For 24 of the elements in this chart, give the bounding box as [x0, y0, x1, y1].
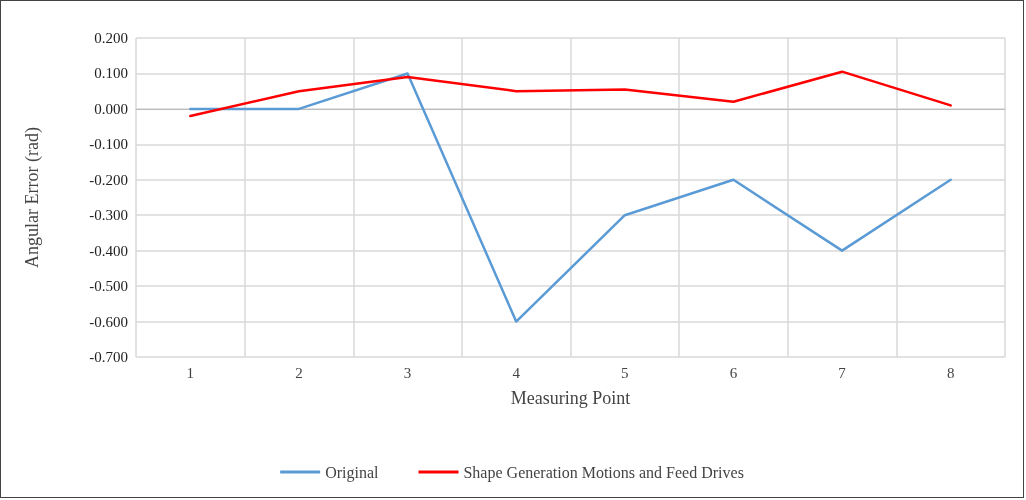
line-series [189, 70, 952, 118]
y-tick-label: -0.500 [89, 278, 128, 295]
x-tick-label: 7 [838, 364, 847, 381]
legend-label: Shape Generation Motions and Feed Drives [463, 463, 744, 482]
line-series [189, 72, 952, 323]
x-tick-label: 3 [403, 364, 412, 381]
x-tick-label: 2 [295, 364, 303, 381]
y-tick-label: 0.100 [94, 65, 128, 82]
y-axis-title: Angular Error (rad) [22, 127, 43, 268]
y-tick-label: -0.700 [89, 349, 128, 365]
x-tick-label: 1 [186, 364, 195, 381]
y-tick-label: -0.600 [89, 313, 128, 330]
y-tick-label: 0.000 [94, 100, 128, 117]
x-tick-label: 4 [512, 364, 521, 381]
y-tick-label: -0.200 [89, 171, 128, 188]
y-tick-label: 0.200 [94, 30, 128, 46]
y-tick-label: -0.100 [89, 136, 128, 153]
x-tick-label: 6 [729, 364, 738, 381]
x-tick-label: 8 [946, 364, 955, 381]
x-axis-title: Measuring Point [510, 388, 631, 408]
y-tick-label: -0.300 [89, 207, 128, 224]
y-tick-label: -0.400 [89, 242, 128, 259]
x-tick-label: 5 [621, 364, 629, 381]
legend-label: Original [325, 463, 380, 482]
